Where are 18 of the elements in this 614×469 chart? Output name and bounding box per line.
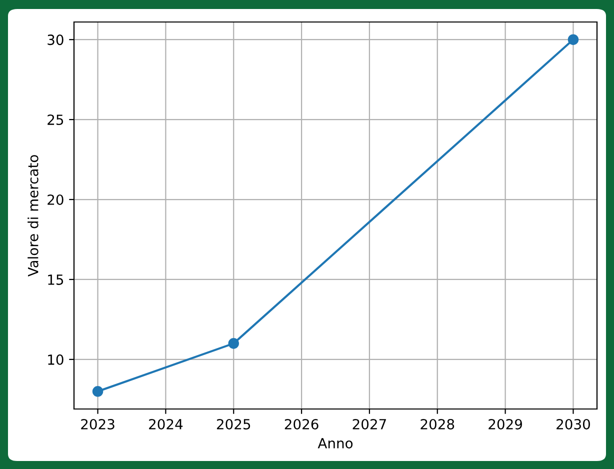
x-tick-label: 2028 bbox=[420, 418, 454, 430]
point bbox=[92, 386, 104, 397]
y-tick-label: 10 bbox=[48, 354, 64, 365]
y-tick-label: 30 bbox=[48, 34, 64, 46]
y-tick-label: 20 bbox=[48, 194, 64, 205]
x-axis-title: Anno bbox=[318, 438, 353, 448]
x-tick-label: 2029 bbox=[488, 418, 522, 430]
x-tick-label: 2025 bbox=[216, 418, 250, 430]
point bbox=[568, 34, 579, 45]
x-tick-label: 2023 bbox=[81, 418, 114, 430]
x-tick-label: 2026 bbox=[284, 418, 318, 430]
y-tick-label: 25 bbox=[48, 114, 64, 126]
point bbox=[228, 338, 239, 349]
x-tick-label: 2030 bbox=[556, 418, 590, 430]
x-tick-label: 2027 bbox=[352, 418, 386, 430]
y-tick-label: 15 bbox=[48, 274, 64, 285]
y-axis-title: Valore di mercato bbox=[28, 155, 38, 277]
x-tick-label: 2024 bbox=[149, 418, 183, 430]
